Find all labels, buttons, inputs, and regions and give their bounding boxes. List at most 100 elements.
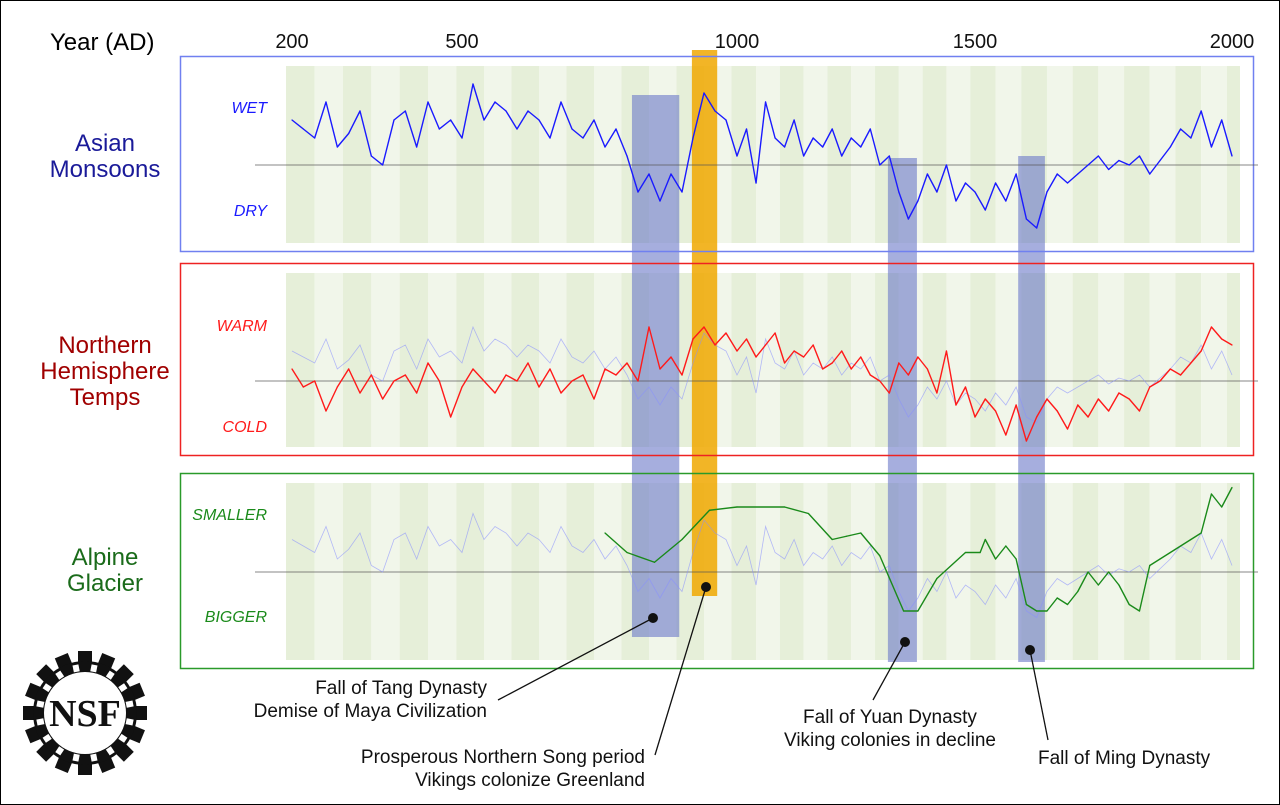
background-stripe [594,273,622,447]
annotation-line: Viking colonies in decline [784,730,996,751]
annotation-song: Prosperous Northern Song period Vikings … [361,746,645,792]
data-point [314,380,316,382]
background-stripe [594,66,622,243]
data-point [725,332,727,334]
data-point [1046,398,1048,400]
background-stripe [511,273,539,447]
background-stripe [731,66,757,243]
background-stripe [343,66,372,243]
annotation-line: Fall of Tang Dynasty [315,678,487,699]
annotation-line: Fall of Ming Dynasty [1038,748,1211,769]
data-point [1025,218,1027,220]
background-stripe [1098,66,1125,243]
data-point [764,101,767,103]
data-point [725,119,727,121]
background-stripe [1175,273,1202,447]
data-point [841,155,843,157]
data-point [1077,173,1079,175]
background-stripe [286,66,315,243]
data-point [527,110,529,112]
data-point [393,119,395,121]
data-point [869,374,871,376]
data-point [936,392,938,394]
data-point [1077,590,1079,593]
data-point [560,392,562,394]
data-point [1036,416,1038,418]
background-stripe [484,66,512,243]
faded-monsoon-series [291,325,1233,424]
background-stripe [1046,273,1073,447]
data-point [736,506,738,508]
data-point [604,368,606,370]
data-point [483,119,485,121]
data-point [984,538,986,541]
background-stripe [803,66,828,243]
data-point [1056,173,1058,175]
data-point [637,380,639,382]
background-stripe [1149,66,1176,243]
data-point [325,101,327,103]
data-point [755,182,757,184]
background-stripe [827,273,852,447]
data-point [302,128,304,130]
data-point [1077,404,1079,406]
logo-ring-hole [105,670,115,680]
data-point [917,356,919,358]
data-point [926,368,929,370]
data-point [427,101,429,103]
callout-dot [1025,645,1035,655]
background-stripe [566,66,594,243]
x-tick-label: 1500 [953,31,998,53]
data-point [945,350,948,352]
data-point [626,362,628,364]
background-stripe [946,273,971,447]
data-point [450,119,452,121]
data-point [974,191,976,193]
data-point [994,182,997,184]
background-stripe [428,273,457,447]
data-point [516,380,518,382]
data-point [692,338,694,340]
background-stripe [1226,66,1240,243]
background-stripe [1201,273,1227,447]
background-stripe [511,66,539,243]
data-point [803,356,805,358]
background-stripe [399,273,428,447]
data-point [1046,191,1048,193]
data-point [936,577,938,580]
background-stripe [1072,273,1099,447]
x-tick-label: 2000 [1210,31,1255,53]
data-point [1087,571,1089,573]
data-point [703,92,705,94]
panel-title-temps: Northern Hemisphere Temps [10,333,200,411]
panel-title-line: Asian [74,130,136,157]
background-stripe [1098,273,1125,447]
background-stripe [539,273,567,447]
data-point [1097,398,1099,400]
data-point [1159,159,1161,162]
data-point [1190,362,1192,364]
data-point [1149,386,1151,388]
background-stripe [456,273,484,447]
data-point [1036,227,1038,229]
panel-title-line: Alpine [71,544,139,571]
logo-ring-hole [42,683,52,693]
annotation-yuan: Fall of Yuan Dynasty Viking colonies in … [784,706,996,752]
background-stripe [827,66,852,243]
data-point [822,146,824,148]
data-point [755,356,757,358]
data-point [582,374,584,376]
background-stripe [428,66,457,243]
logo-ring-hole [125,718,134,726]
background-stripe [539,66,567,243]
data-point [784,146,786,148]
data-point [736,350,738,352]
x-tick-label: 1000 [715,31,760,53]
data-point [1025,603,1027,606]
data-point [879,164,881,166]
data-point [774,332,776,334]
data-point [1108,168,1110,171]
background-stripe [922,66,947,243]
logo-ring-hole [72,753,80,762]
